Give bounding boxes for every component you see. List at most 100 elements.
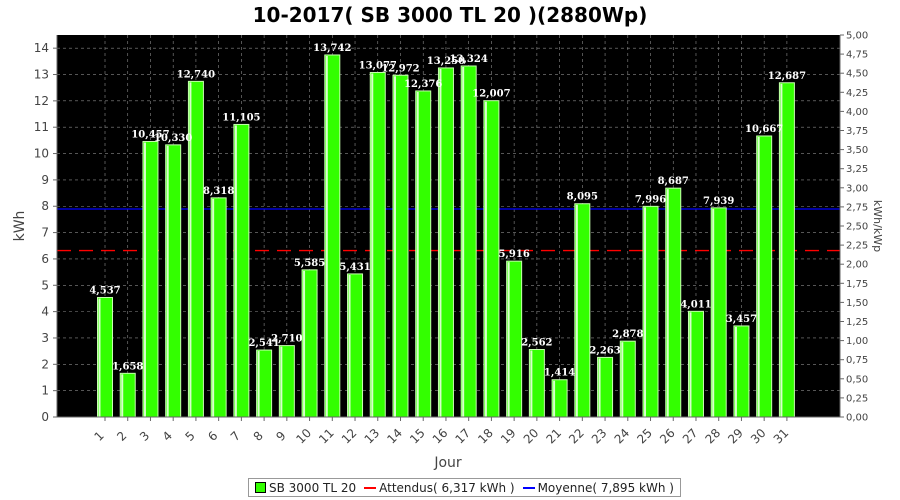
data-label: 2,710 bbox=[271, 334, 302, 345]
y2-tick-label: 4,50 bbox=[846, 69, 868, 80]
bar-highlight bbox=[143, 142, 146, 417]
data-label: 12,740 bbox=[177, 69, 215, 80]
x-tick-label: 14 bbox=[384, 426, 405, 447]
y2-tick-label: 0,25 bbox=[846, 393, 868, 404]
x-tick-label: 7 bbox=[228, 429, 243, 444]
y2-tick-label: 0,50 bbox=[846, 374, 868, 385]
legend-swatch-moyenne bbox=[522, 486, 535, 489]
bar-highlight bbox=[712, 208, 715, 417]
x-tick-label: 17 bbox=[452, 426, 473, 447]
legend-swatch-attendus bbox=[364, 486, 377, 489]
bar-highlight bbox=[462, 66, 465, 418]
legend: SB 3000 TL 20 Attendus( 6,317 kWh ) Moye… bbox=[248, 478, 681, 497]
bar-highlight bbox=[121, 374, 124, 417]
y2-tick-label: 4,25 bbox=[846, 88, 868, 99]
x-tick-label: 24 bbox=[612, 426, 633, 447]
x-tick-label: 12 bbox=[339, 426, 360, 447]
x-tick-label: 30 bbox=[748, 426, 769, 447]
bar-highlight bbox=[530, 350, 533, 417]
y-tick-label: 4 bbox=[41, 305, 49, 319]
bar-highlight bbox=[257, 351, 260, 417]
legend-label-attendus: Attendus( 6,317 kWh ) bbox=[379, 480, 515, 495]
data-label: 7,996 bbox=[635, 194, 666, 205]
y-tick-label: 9 bbox=[41, 173, 49, 187]
data-label: 13,077 bbox=[359, 60, 397, 71]
y2-tick-label: 1,75 bbox=[846, 279, 868, 290]
y-tick-label: 12 bbox=[34, 94, 49, 108]
y-tick-label: 3 bbox=[41, 331, 49, 345]
data-label: 2,263 bbox=[589, 345, 620, 356]
data-label: 3,457 bbox=[726, 314, 757, 325]
bar-highlight bbox=[234, 125, 237, 418]
y2-tick-label: 1,25 bbox=[846, 317, 868, 328]
data-label: 12,376 bbox=[404, 79, 442, 90]
bar-highlight bbox=[644, 207, 647, 417]
x-tick-label: 2 bbox=[114, 429, 129, 444]
x-tick-label: 15 bbox=[407, 426, 428, 447]
x-tick-label: 13 bbox=[362, 426, 383, 447]
y-tick-label: 11 bbox=[34, 120, 49, 134]
data-label: 2,562 bbox=[521, 338, 552, 349]
y-tick-label: 0 bbox=[41, 410, 49, 424]
data-label: 1,658 bbox=[112, 361, 143, 372]
legend-label-moyenne: Moyenne( 7,895 kWh ) bbox=[537, 480, 674, 495]
data-label: 10,330 bbox=[154, 133, 192, 144]
data-label: 2,878 bbox=[612, 329, 643, 340]
legend-item-series: SB 3000 TL 20 bbox=[255, 481, 356, 495]
y2-tick-label: 0,75 bbox=[846, 355, 868, 366]
y-tick-label: 6 bbox=[41, 252, 49, 266]
data-label: 10,667 bbox=[745, 124, 783, 135]
bar-highlight bbox=[393, 76, 396, 418]
chart-title: 10-2017( SB 3000 TL 20 )(2880Wp) bbox=[253, 3, 648, 27]
x-tick-label: 28 bbox=[703, 426, 724, 447]
bar-highlight bbox=[621, 342, 624, 417]
bar-highlight bbox=[689, 312, 692, 417]
bar-highlight bbox=[371, 73, 374, 417]
bar-highlight bbox=[348, 274, 351, 417]
x-tick-label: 1 bbox=[92, 429, 107, 444]
x-tick-label: 20 bbox=[521, 426, 542, 447]
data-label: 13,324 bbox=[450, 54, 488, 65]
x-tick-label: 10 bbox=[293, 426, 314, 447]
y-axis-label: kWh bbox=[12, 211, 28, 242]
y2-tick-label: 0,00 bbox=[846, 413, 868, 424]
bar-highlight bbox=[212, 198, 215, 417]
bar-highlight bbox=[734, 326, 737, 417]
y2-axis-label: kWh/kWp bbox=[871, 200, 884, 252]
x-tick-label: 21 bbox=[543, 426, 564, 447]
y-tick-label: 1 bbox=[41, 384, 49, 398]
data-label: 5,916 bbox=[498, 249, 529, 260]
x-tick-label: 19 bbox=[498, 426, 519, 447]
x-tick-label: 23 bbox=[589, 426, 610, 447]
y2-tick-label: 3,75 bbox=[846, 126, 868, 137]
y-tick-label: 2 bbox=[41, 357, 49, 371]
data-label: 5,431 bbox=[339, 262, 370, 273]
y-tick-label: 10 bbox=[34, 147, 49, 161]
y2-tick-label: 2,25 bbox=[846, 241, 868, 252]
legend-item-attendus: Attendus( 6,317 kWh ) bbox=[364, 480, 515, 495]
bar-highlight bbox=[98, 298, 101, 417]
bar-highlight bbox=[575, 204, 578, 417]
data-label: 4,011 bbox=[680, 299, 711, 310]
y2-tick-label: 1,00 bbox=[846, 336, 868, 347]
y-tick-label: 13 bbox=[34, 68, 49, 82]
x-tick-label: 11 bbox=[316, 426, 337, 447]
y2-tick-label: 1,50 bbox=[846, 298, 868, 309]
x-tick-label: 26 bbox=[657, 426, 678, 447]
x-tick-label: 6 bbox=[205, 429, 220, 444]
legend-item-moyenne: Moyenne( 7,895 kWh ) bbox=[522, 480, 674, 495]
bar-highlight bbox=[553, 380, 556, 417]
y2-tick-label: 4,00 bbox=[846, 107, 868, 118]
data-label: 7,939 bbox=[703, 196, 734, 207]
bar-highlight bbox=[280, 346, 283, 417]
data-label: 12,007 bbox=[472, 89, 510, 100]
x-tick-label: 29 bbox=[725, 426, 746, 447]
bar-highlight bbox=[325, 55, 328, 417]
y2-tick-label: 3,25 bbox=[846, 164, 868, 175]
bar-highlight bbox=[507, 262, 510, 417]
data-label: 1,414 bbox=[544, 368, 575, 379]
bar-highlight bbox=[439, 68, 442, 418]
bar-highlight bbox=[780, 83, 783, 417]
